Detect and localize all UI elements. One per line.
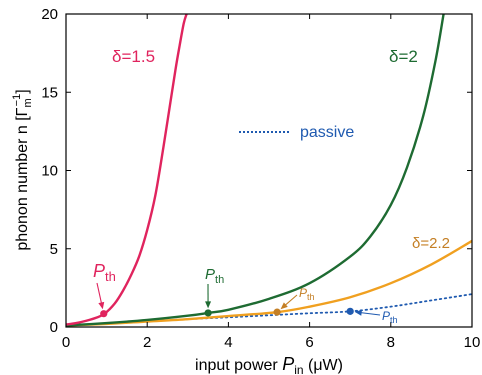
series-line-1 (66, 14, 445, 327)
threshold-point-1 (204, 309, 212, 317)
pth-arrow-4-shaft (359, 311, 381, 316)
series-line-0 (66, 14, 188, 326)
pth-arrow-2-head (205, 301, 212, 309)
ticks: 0 2 4 6 8 10 0 5 10 15 20 (41, 6, 480, 351)
x-tick-label-4: 8 (387, 334, 395, 351)
label-delta-2-2: δ=2.2 (412, 235, 450, 252)
x-tick-label-3: 6 (305, 334, 313, 351)
label-delta-2: δ=2 (389, 47, 418, 66)
y-tick-label-1: 5 (50, 241, 58, 258)
y-tick-label-0: 0 (50, 319, 58, 336)
pth-label-4: Pth (382, 309, 398, 325)
pth-arrow-1-head (98, 301, 105, 310)
pth-arrow-4-head (354, 309, 362, 316)
threshold-point-2 (273, 308, 281, 316)
pth-arrow-3-head (280, 302, 288, 310)
x-axis-label: input power Pin (μW) (195, 354, 343, 375)
pth-label-3: Pth (299, 286, 315, 302)
y-tick-label-3: 15 (41, 84, 58, 101)
pth-arrow-3-shaft (283, 294, 298, 307)
threshold-points (100, 307, 354, 318)
pth-arrows (96, 282, 381, 316)
pth-label-2: Pth (205, 266, 224, 286)
threshold-point-0 (100, 310, 108, 318)
y-tick-label-2: 10 (41, 163, 58, 180)
x-tick-label-0: 0 (62, 334, 70, 351)
threshold-point-3 (346, 307, 354, 315)
pth-label-1: Pth (93, 261, 116, 284)
label-delta-1-5: δ=1.5 (112, 47, 155, 66)
label-passive: passive (300, 124, 354, 141)
y-axis-label: phonon number n [Γm−1] (11, 89, 34, 250)
x-tick-label-2: 4 (224, 334, 232, 351)
y-tick-label-4: 20 (41, 6, 58, 23)
x-tick-label-5: 10 (464, 334, 481, 351)
pth-arrow-1-shaft (96, 282, 103, 305)
x-tick-label-1: 2 (143, 334, 151, 351)
